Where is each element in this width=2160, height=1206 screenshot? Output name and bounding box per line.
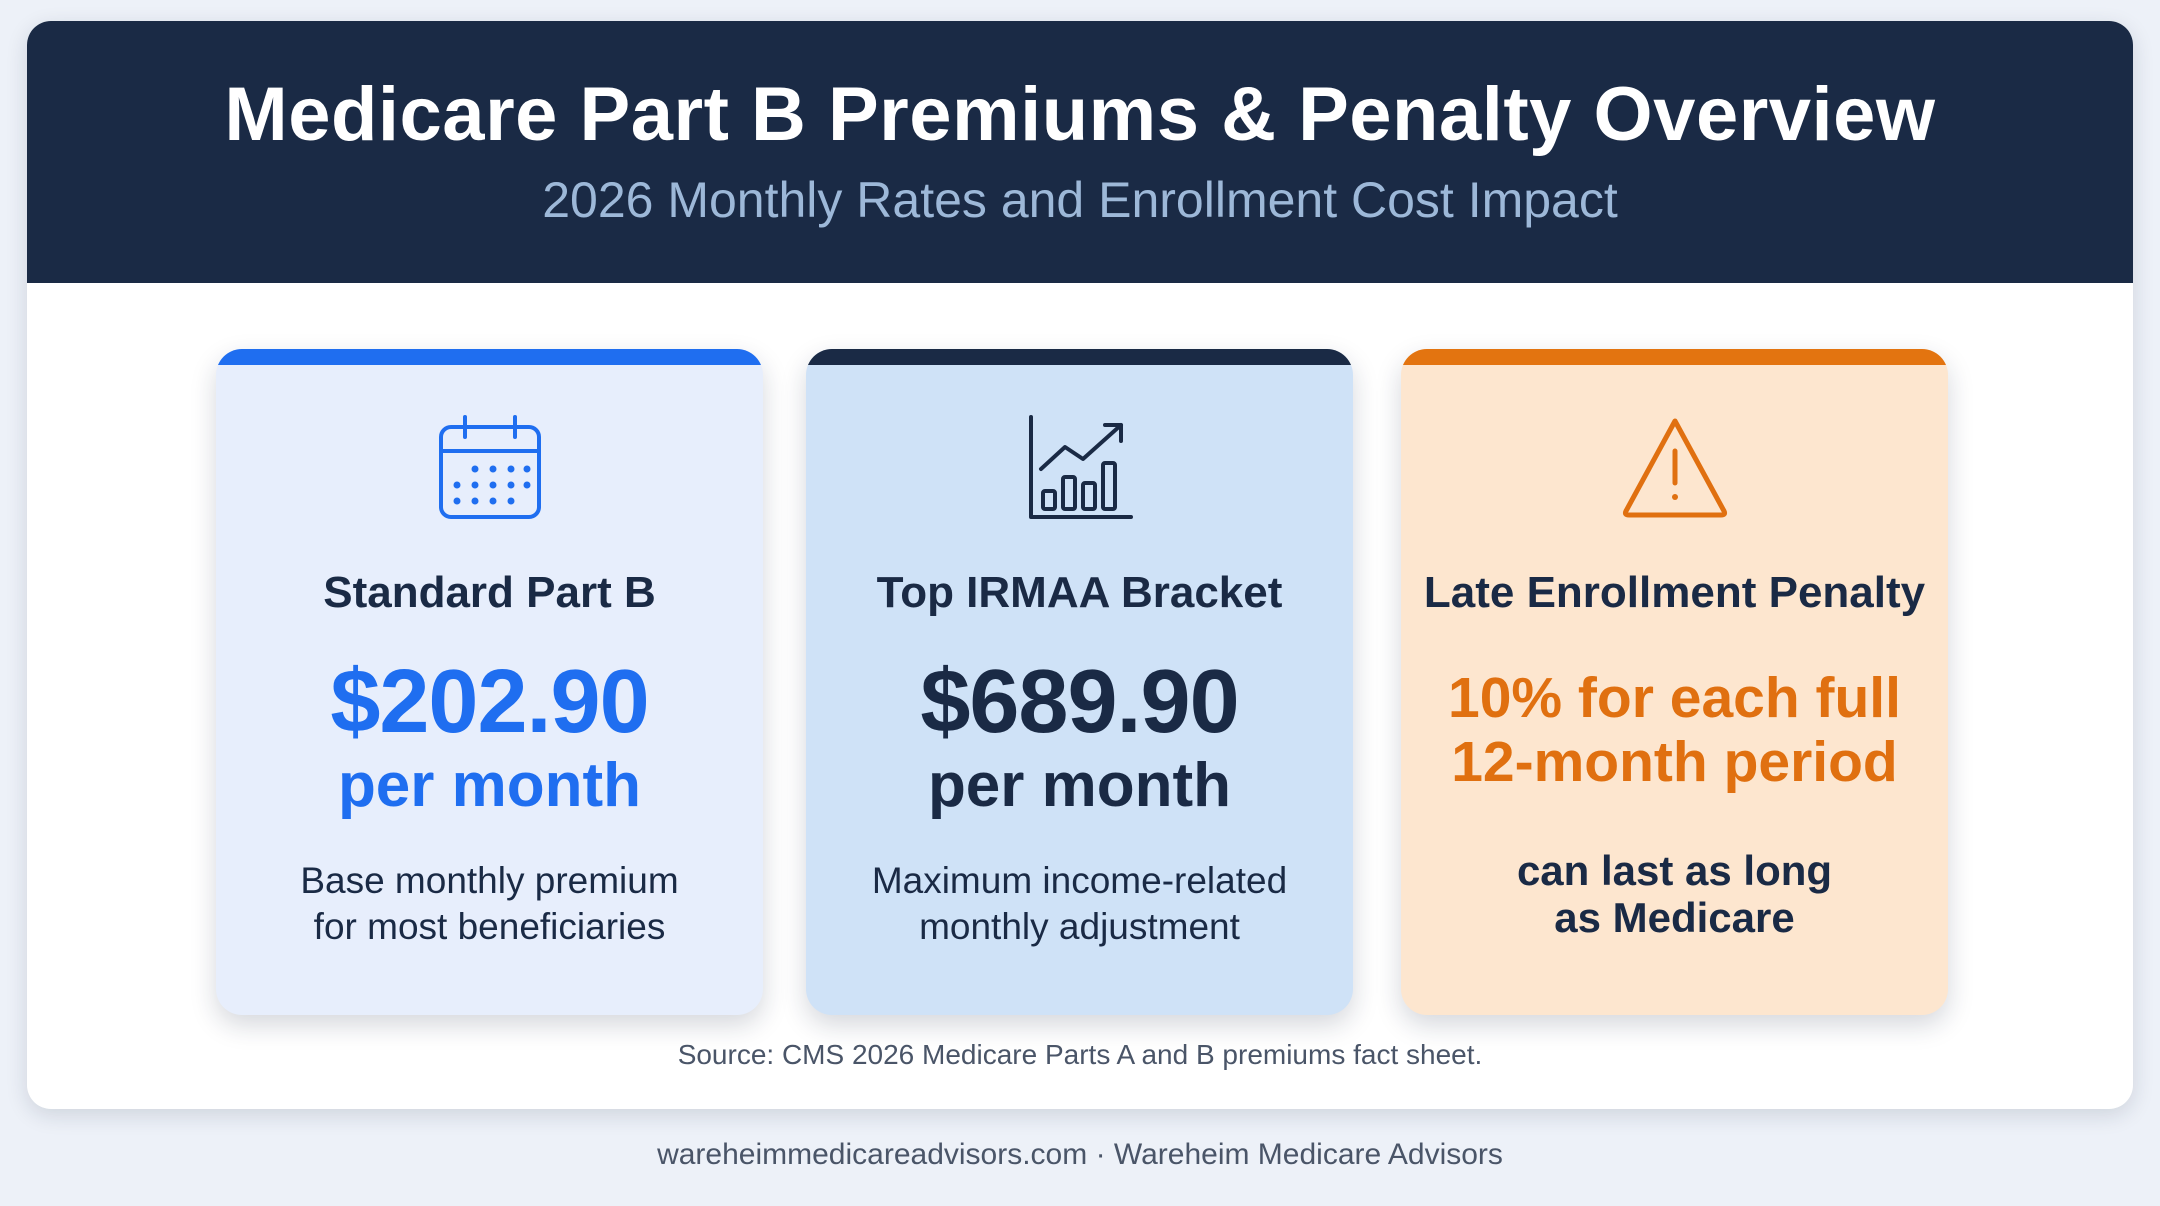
header-banner: Medicare Part B Premiums & Penalty Overv… [27, 21, 2133, 283]
source-note: Source: CMS 2026 Medicare Parts A and B … [677, 1039, 1483, 1070]
card-accent-bar [806, 349, 1353, 365]
warning-triangle-icon [1622, 418, 1727, 518]
standard-part-b-card: Standard Part B $202.90 per month Base m… [216, 349, 763, 1015]
card-accent-bar [216, 349, 763, 365]
penalty-duration: can last as long as Medicare [1516, 847, 1833, 942]
card-title: Late Enrollment Penalty [1423, 568, 1926, 617]
late-enrollment-penalty-card: Late Enrollment Penalty 10% for each ful… [1401, 349, 1948, 1015]
premium-amount: $202.90 [330, 652, 649, 753]
penalty-rate: 10% for each full 12-month period [1448, 666, 1901, 795]
page-subtitle: 2026 Monthly Rates and Enrollment Cost I… [542, 172, 1618, 229]
bar-chart-trend-icon [1028, 415, 1133, 519]
premium-amount: $689.90 [920, 652, 1239, 753]
infographic-panel: Medicare Part B Premiums & Penalty Overv… [27, 21, 2133, 1109]
page-title: Medicare Part B Premiums & Penalty Overv… [224, 72, 1936, 157]
footer-attribution: wareheimmedicareadvisors.com · Wareheim … [657, 1138, 1503, 1171]
card-description: Maximum income-related monthly adjustmen… [871, 860, 1288, 947]
premium-unit: per month [927, 751, 1232, 821]
card-accent-bar [1401, 349, 1948, 365]
premium-unit: per month [337, 751, 642, 821]
card-description: Base monthly premium for most beneficiar… [300, 860, 679, 947]
calendar-icon [438, 415, 541, 519]
top-irmaa-bracket-card: Top IRMAA Bracket $689.90 per month Maxi… [806, 349, 1353, 1015]
card-title: Top IRMAA Bracket [876, 568, 1283, 617]
card-title: Standard Part B [323, 568, 656, 617]
